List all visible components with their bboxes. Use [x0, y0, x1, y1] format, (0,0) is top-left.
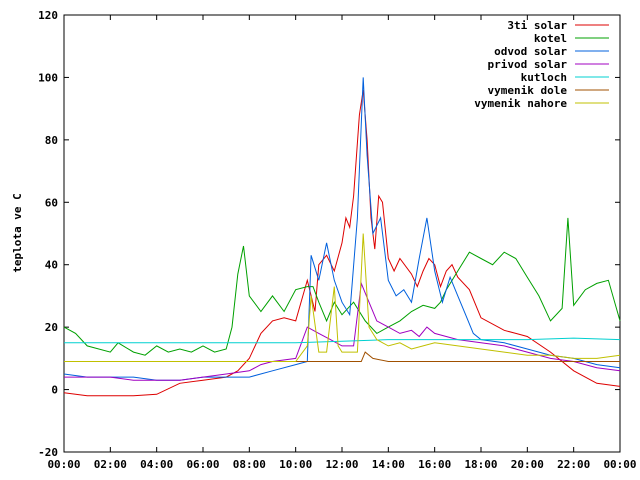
- x-tick-label: 06:00: [186, 458, 219, 471]
- x-tick-label: 00:00: [603, 458, 636, 471]
- series-line-kotel: [63, 217, 621, 356]
- legend-label: privod solar: [488, 58, 568, 71]
- y-tick-label: 20: [45, 321, 58, 334]
- x-tick-label: 02:00: [94, 458, 127, 471]
- x-tick-label: 04:00: [140, 458, 173, 471]
- legend-label: kotel: [534, 32, 567, 45]
- legend-label: 3ti solar: [507, 19, 567, 32]
- y-tick-label: 60: [45, 196, 58, 209]
- y-tick-label: 120: [38, 9, 58, 22]
- y-axis-label: teplota ve C: [11, 193, 24, 272]
- series-line-privod-solar: [64, 281, 621, 381]
- x-tick-label: 20:00: [511, 458, 544, 471]
- legend-label: kutloch: [521, 71, 567, 84]
- legend-label: vymenik dole: [488, 84, 568, 97]
- x-tick-label: 12:00: [325, 458, 358, 471]
- x-axis-ticks: 00:00 02:00 04:00 06:00 08:00 10:00 12:00 14:00…: [47, 15, 637, 471]
- y-tick-label: 100: [38, 71, 58, 84]
- series-line-odvod-solar: [63, 77, 621, 381]
- x-tick-label: 22:00: [557, 458, 590, 471]
- series-layer: [63, 77, 621, 397]
- y-tick-label: -20: [38, 446, 58, 459]
- x-tick-label: 14:00: [372, 458, 405, 471]
- series-line-3ti-solar: [63, 89, 621, 397]
- x-tick-label: 10:00: [279, 458, 312, 471]
- legend-label: odvod solar: [494, 45, 567, 58]
- x-tick-label: 00:00: [47, 458, 80, 471]
- x-tick-label: 18:00: [464, 458, 497, 471]
- y-tick-label: 80: [45, 134, 58, 147]
- y-axis-ticks: -20 0 20 40 60 80 100 120: [38, 9, 620, 459]
- series-line-vymenik-nahore: [64, 233, 621, 362]
- y-tick-label: 40: [45, 259, 58, 272]
- x-tick-label: 16:00: [418, 458, 451, 471]
- x-tick-label: 08:00: [233, 458, 266, 471]
- series-line-kutloch: [64, 337, 621, 344]
- legend-label: vymenik nahore: [474, 97, 567, 110]
- y-tick-label: 0: [51, 384, 58, 397]
